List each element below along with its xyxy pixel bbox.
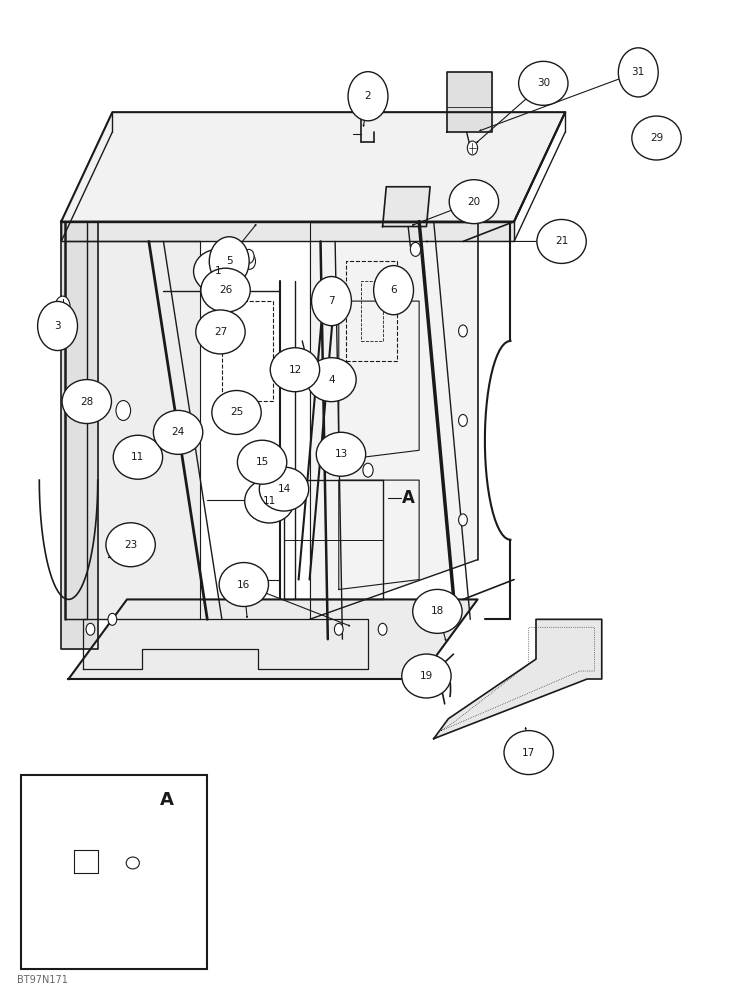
Circle shape	[76, 828, 83, 838]
Bar	[21, 775, 208, 969]
Ellipse shape	[212, 391, 261, 434]
Circle shape	[116, 401, 130, 420]
Circle shape	[244, 253, 255, 269]
Text: A: A	[160, 791, 174, 809]
Text: A: A	[402, 489, 414, 507]
Text: 4: 4	[328, 375, 335, 385]
Circle shape	[459, 514, 467, 526]
Ellipse shape	[38, 301, 77, 351]
Text: 17: 17	[522, 748, 535, 758]
Ellipse shape	[79, 776, 113, 817]
Text: 7: 7	[149, 875, 156, 885]
Text: 16: 16	[237, 580, 250, 590]
Text: 9: 9	[54, 858, 61, 868]
Ellipse shape	[79, 878, 113, 920]
Circle shape	[83, 852, 95, 868]
Polygon shape	[310, 222, 478, 619]
Text: 25: 25	[230, 407, 243, 417]
Ellipse shape	[106, 523, 155, 567]
Text: 5: 5	[226, 256, 233, 266]
Ellipse shape	[40, 842, 74, 884]
Ellipse shape	[153, 410, 203, 454]
Polygon shape	[61, 112, 565, 222]
Ellipse shape	[113, 435, 163, 479]
Ellipse shape	[126, 857, 139, 869]
Circle shape	[467, 141, 478, 155]
Text: 7: 7	[328, 296, 335, 306]
Polygon shape	[447, 72, 492, 132]
Ellipse shape	[259, 467, 308, 511]
Ellipse shape	[270, 348, 319, 392]
Text: BT97N171: BT97N171	[18, 975, 68, 985]
Ellipse shape	[537, 219, 587, 263]
Text: 13: 13	[334, 449, 347, 459]
Ellipse shape	[348, 72, 388, 121]
Ellipse shape	[62, 380, 111, 424]
Ellipse shape	[219, 563, 269, 607]
Text: 28: 28	[80, 397, 93, 407]
Text: 23: 23	[124, 540, 137, 550]
Polygon shape	[65, 241, 200, 619]
Circle shape	[81, 828, 91, 842]
Ellipse shape	[316, 432, 366, 476]
Circle shape	[459, 325, 467, 337]
Text: 3: 3	[54, 321, 61, 331]
Text: 6: 6	[390, 285, 397, 295]
Ellipse shape	[196, 310, 245, 354]
Text: 15: 15	[255, 457, 269, 467]
Circle shape	[378, 623, 387, 635]
Text: 10: 10	[90, 791, 103, 801]
Ellipse shape	[449, 180, 498, 224]
Text: 29: 29	[650, 133, 663, 143]
Text: 2: 2	[364, 91, 372, 101]
Circle shape	[108, 613, 117, 625]
Ellipse shape	[194, 249, 243, 293]
Ellipse shape	[631, 116, 682, 160]
Text: 30: 30	[537, 78, 550, 88]
Text: 18: 18	[431, 606, 444, 616]
Circle shape	[86, 623, 95, 635]
Circle shape	[459, 414, 467, 426]
Circle shape	[334, 623, 343, 635]
Polygon shape	[61, 222, 98, 649]
Text: 1: 1	[215, 266, 222, 276]
Text: 11: 11	[131, 452, 144, 462]
Text: 24: 24	[171, 427, 185, 437]
Text: 21: 21	[555, 236, 568, 246]
Ellipse shape	[238, 440, 287, 484]
Circle shape	[363, 463, 373, 477]
Circle shape	[55, 296, 70, 316]
Text: 26: 26	[219, 285, 232, 295]
Polygon shape	[434, 619, 602, 739]
Circle shape	[244, 249, 254, 263]
Polygon shape	[68, 599, 478, 679]
Ellipse shape	[311, 277, 351, 326]
Text: 14: 14	[277, 484, 291, 494]
Ellipse shape	[244, 479, 294, 523]
Ellipse shape	[209, 237, 250, 286]
Polygon shape	[383, 187, 430, 227]
Text: 8: 8	[93, 894, 99, 904]
Circle shape	[330, 288, 340, 302]
Ellipse shape	[374, 266, 414, 315]
Text: 31: 31	[631, 67, 645, 77]
Text: 27: 27	[214, 327, 227, 337]
Ellipse shape	[519, 61, 568, 105]
Ellipse shape	[135, 859, 169, 901]
Text: 19: 19	[420, 671, 433, 681]
Text: 20: 20	[467, 197, 481, 207]
Text: 11: 11	[263, 496, 276, 506]
Ellipse shape	[413, 589, 462, 633]
Ellipse shape	[618, 48, 658, 97]
Ellipse shape	[504, 731, 553, 775]
Ellipse shape	[402, 654, 451, 698]
Ellipse shape	[307, 358, 356, 402]
Circle shape	[178, 415, 193, 435]
Polygon shape	[61, 222, 514, 241]
Text: 12: 12	[289, 365, 302, 375]
Ellipse shape	[201, 268, 250, 312]
Circle shape	[411, 242, 420, 256]
Circle shape	[69, 819, 82, 837]
